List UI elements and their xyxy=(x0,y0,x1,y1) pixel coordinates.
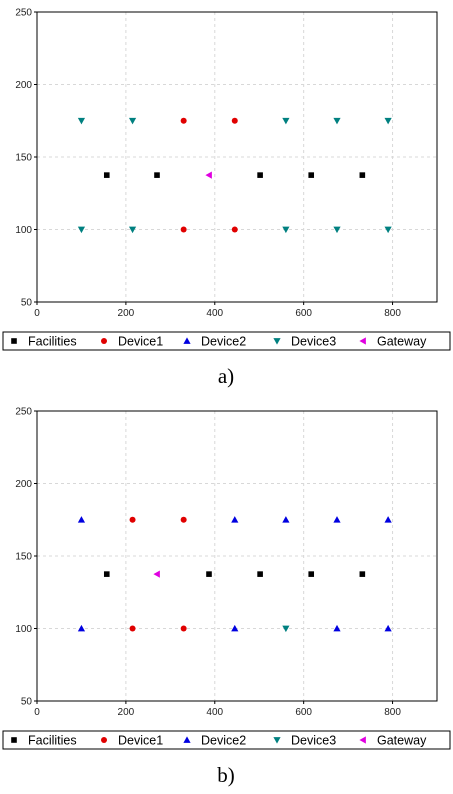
point-device2 xyxy=(77,516,86,523)
point-device2 xyxy=(231,516,239,523)
point-facilities xyxy=(257,571,263,577)
point-facilities xyxy=(359,571,366,577)
legend-marker-device1 xyxy=(101,338,107,344)
point-facilities xyxy=(308,172,315,178)
point-device3 xyxy=(384,226,392,234)
point-device3 xyxy=(77,226,86,234)
point-device3 xyxy=(333,226,341,234)
point-device1 xyxy=(231,226,238,233)
y-tick-label: 100 xyxy=(15,624,32,635)
y-tick-label: 50 xyxy=(21,298,33,309)
legend-marker-device2 xyxy=(183,736,191,743)
legend-box xyxy=(2,331,451,351)
panel-caption: b) xyxy=(217,763,235,787)
legend-marker-device2 xyxy=(183,337,191,344)
legend-label-device3: Device3 xyxy=(291,734,336,748)
chart-b-svg: 0 200 400 600 800 50 100 150 200 250 Facilities Dev… xyxy=(2,407,451,787)
chart-panel-b: 0 200 400 600 800 50 100 150 200 250 Facilities Dev… xyxy=(0,399,453,794)
point-device2 xyxy=(333,516,341,523)
legend-label-device2: Device2 xyxy=(201,734,246,748)
x-tick-label: 200 xyxy=(118,308,135,319)
point-device2 xyxy=(384,516,392,523)
x-tick-label: 400 xyxy=(206,308,223,319)
point-device1 xyxy=(129,625,136,632)
chart-panel-a: 0 200 400 600 800 50 100 150 200 250 Facilities Dev… xyxy=(0,0,453,395)
point-facilities xyxy=(103,172,110,178)
x-tick-label: 0 xyxy=(34,707,40,718)
point-device1 xyxy=(180,625,187,632)
point-facilities xyxy=(257,172,263,178)
legend-label-gateway: Gateway xyxy=(377,734,427,748)
x-tick-label: 200 xyxy=(118,707,135,718)
point-device1 xyxy=(129,516,136,523)
legend-box xyxy=(2,730,451,750)
point-facilities xyxy=(206,571,212,577)
point-device3 xyxy=(282,117,290,125)
chart-a-svg: 0 200 400 600 800 50 100 150 200 250 Facilities Dev… xyxy=(2,8,451,388)
legend-marker-device3 xyxy=(273,737,281,744)
point-device2 xyxy=(77,624,86,632)
point-device2 xyxy=(282,516,290,523)
x-tick-label: 600 xyxy=(295,308,312,319)
legend-label-device3: Device3 xyxy=(291,335,336,349)
y-tick-label: 150 xyxy=(15,153,32,164)
legend-label-device1: Device1 xyxy=(118,335,163,349)
legend-label-facilities: Facilities xyxy=(28,335,77,349)
y-tick-label: 250 xyxy=(15,8,32,19)
legend-marker-facilities xyxy=(11,737,17,743)
y-tick-label: 150 xyxy=(15,552,32,563)
legend-marker-device3 xyxy=(273,338,281,345)
y-tick-label: 100 xyxy=(15,225,32,236)
y-tick-label: 50 xyxy=(21,697,33,708)
x-tick-label: 800 xyxy=(384,308,401,319)
point-device1 xyxy=(231,117,238,124)
point-device3 xyxy=(128,226,137,234)
point-device1 xyxy=(180,117,187,124)
legend-marker-facilities xyxy=(11,338,17,344)
point-device3 xyxy=(384,117,392,125)
point-device3 xyxy=(282,625,290,633)
y-tick-label: 200 xyxy=(15,479,32,490)
point-device2 xyxy=(384,624,392,632)
x-tick-label: 600 xyxy=(295,707,312,718)
y-tick-label: 200 xyxy=(15,80,32,91)
x-tick-label: 400 xyxy=(206,707,223,718)
x-tick-label: 800 xyxy=(384,707,401,718)
point-facilities xyxy=(359,172,366,178)
point-device2 xyxy=(333,624,341,632)
legend-label-gateway: Gateway xyxy=(377,335,427,349)
point-facilities xyxy=(103,571,110,577)
point-device3 xyxy=(333,117,341,125)
legend-label-device2: Device2 xyxy=(201,335,246,349)
point-device3 xyxy=(77,117,86,125)
panel-caption: a) xyxy=(218,364,234,388)
point-facilities xyxy=(308,571,315,577)
y-tick-label: 250 xyxy=(15,407,32,418)
x-tick-label: 0 xyxy=(34,308,40,319)
point-facilities xyxy=(154,172,160,178)
legend-label-device1: Device1 xyxy=(118,734,163,748)
point-device1 xyxy=(180,516,187,523)
legend-label-facilities: Facilities xyxy=(28,734,77,748)
legend-marker-gateway xyxy=(359,736,366,744)
point-gateway xyxy=(205,171,212,179)
point-device3 xyxy=(128,117,137,125)
point-device3 xyxy=(282,226,290,234)
point-device2 xyxy=(231,624,239,632)
legend-marker-device1 xyxy=(101,737,107,743)
point-device1 xyxy=(180,226,187,233)
point-gateway xyxy=(153,570,160,578)
legend-marker-gateway xyxy=(359,337,366,345)
